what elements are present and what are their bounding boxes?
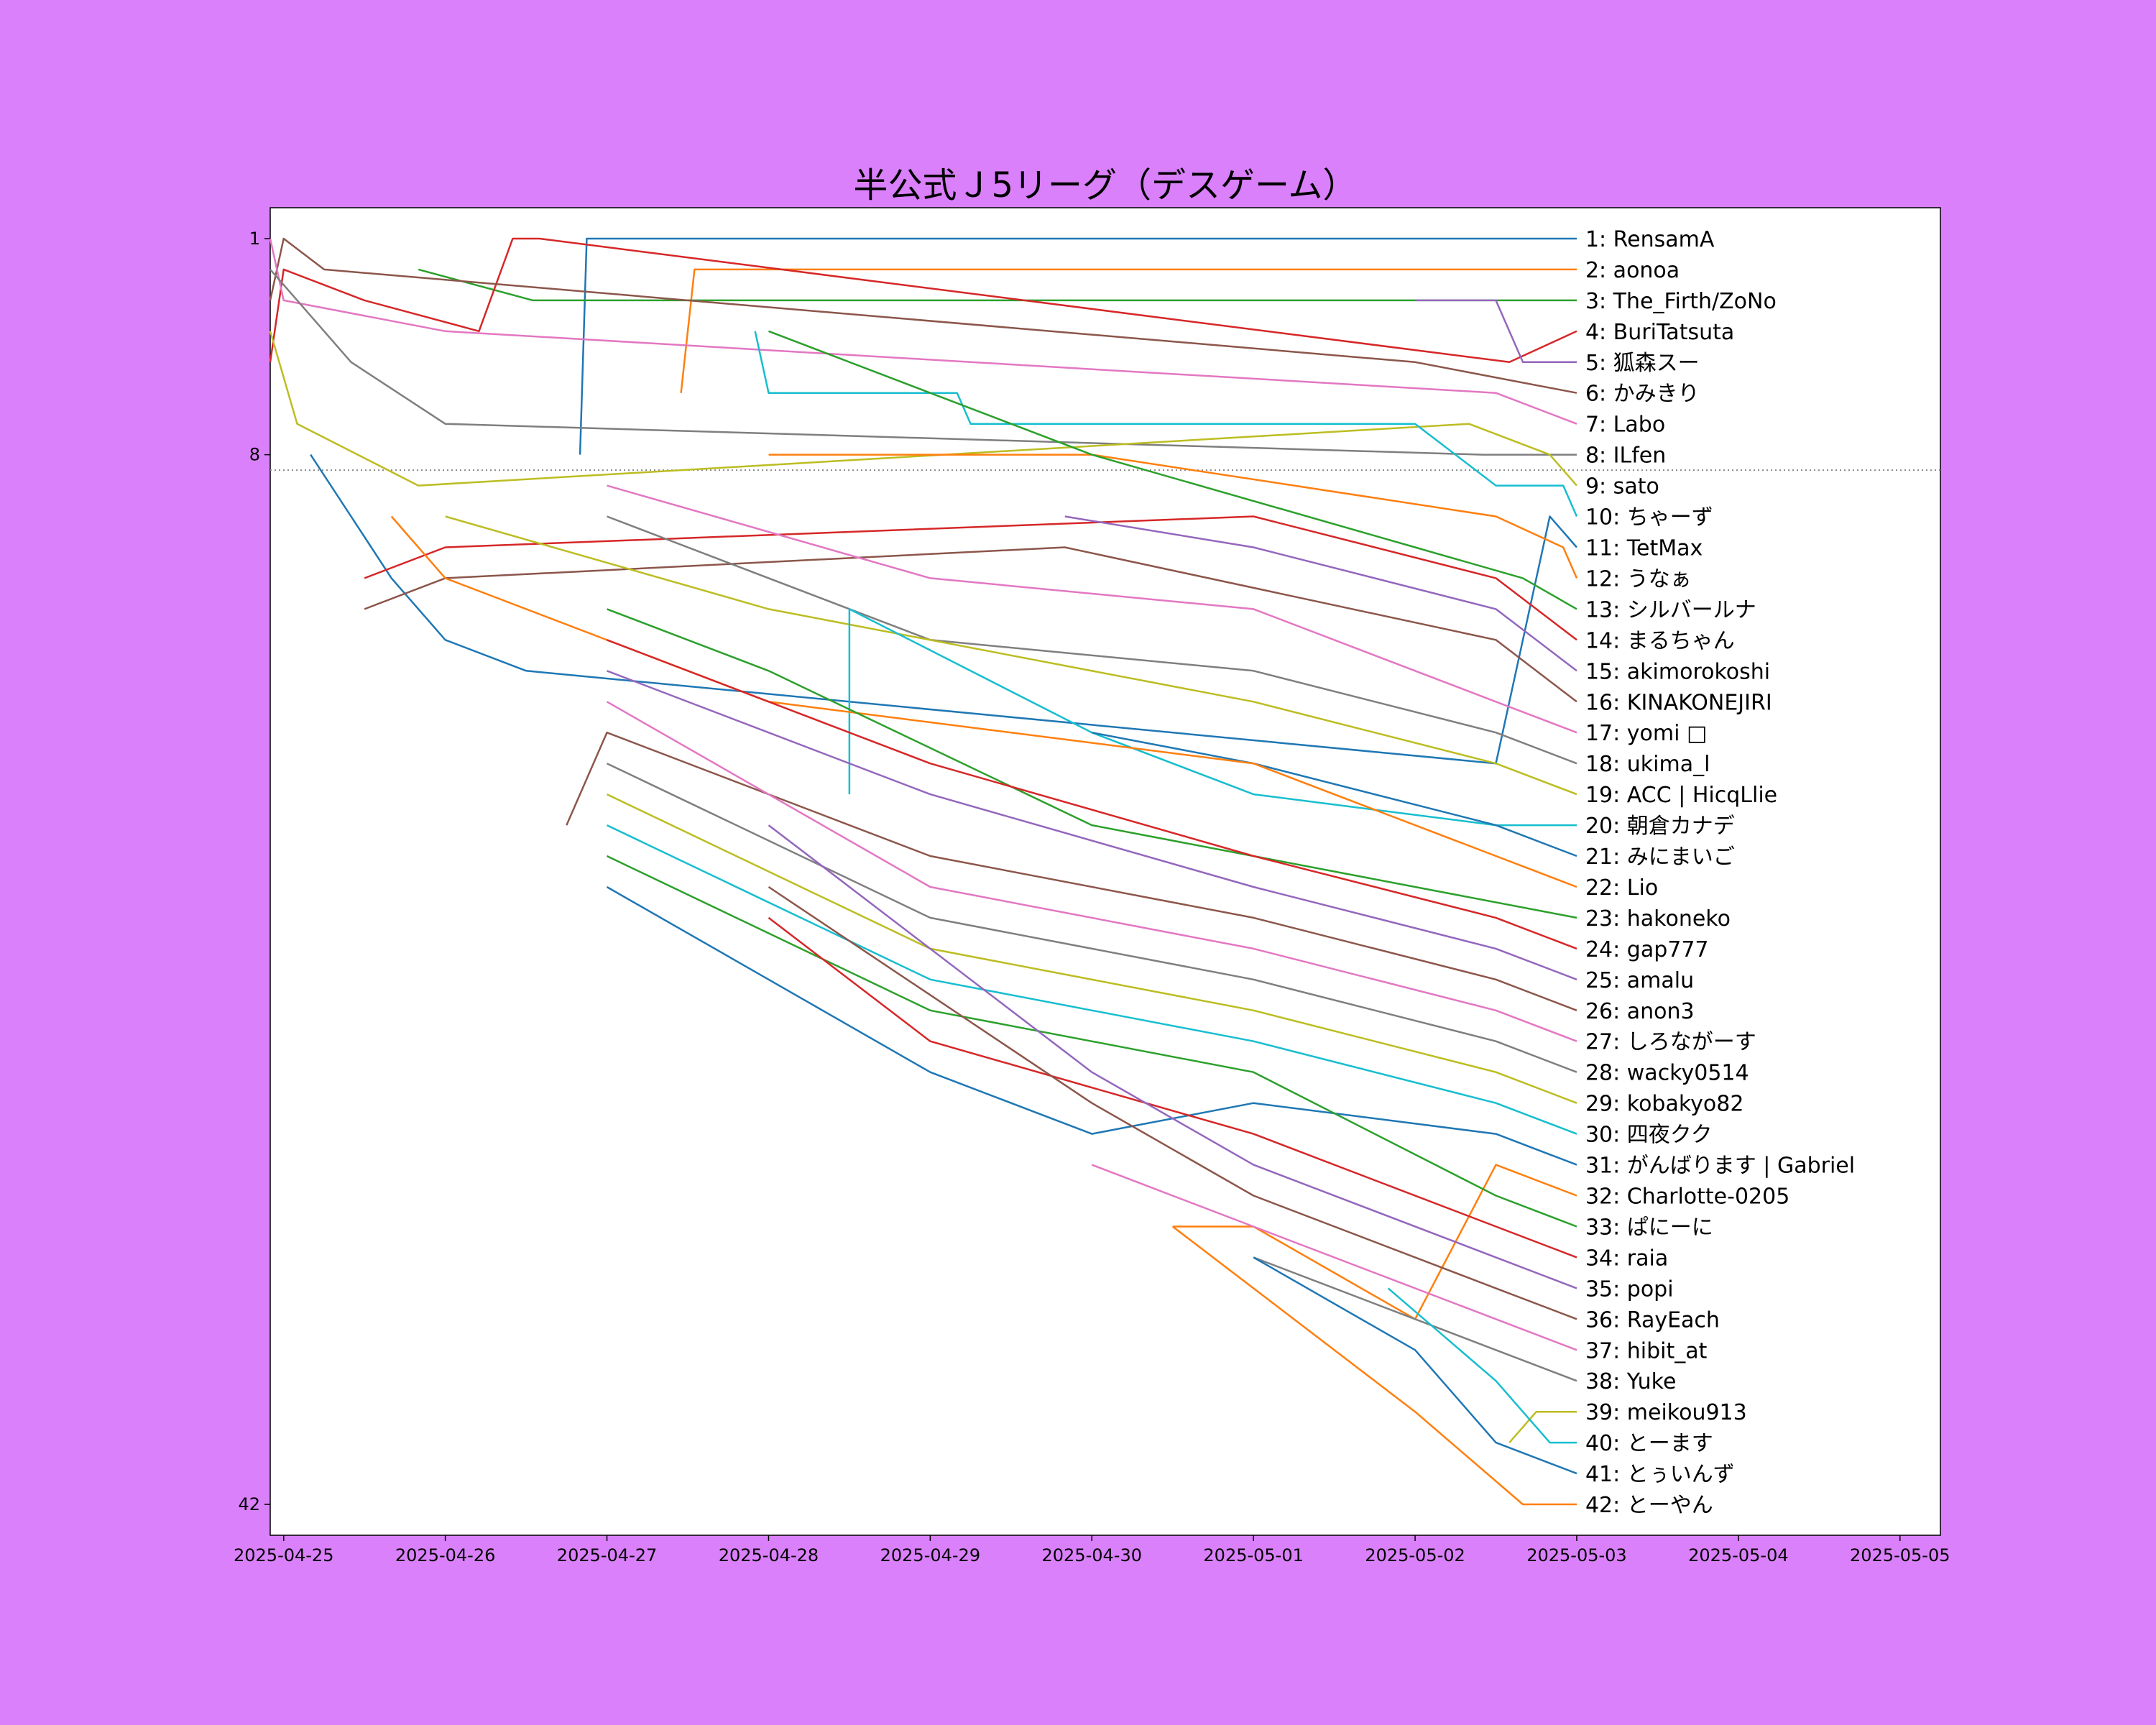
- series-labels: 1: RensamA 2: aonoa 3: The_Firth/ZoNo 4: Bu…: [1585, 227, 1855, 1518]
- x-tick-label: 2025-04-27: [557, 1545, 657, 1565]
- series-line-rank-13: [768, 330, 1577, 610]
- series-label-rank-3: 3: The_Firth/ZoNo: [1585, 289, 1777, 314]
- series-line-rank-41: [1253, 1256, 1577, 1475]
- series-label-rank-19: 19: ACC | HicqLlie: [1585, 783, 1777, 808]
- series-line-rank-36: [768, 886, 1577, 1320]
- series-label-rank-22: 22: Lio: [1585, 875, 1658, 901]
- series-line-rank-38: [1253, 1256, 1577, 1382]
- chart-title: 半公式Ｊ5リーグ（デスゲーム）: [853, 165, 1357, 206]
- series-label-rank-40: 40: とーます: [1585, 1431, 1713, 1456]
- series-label-rank-32: 32: Charlotte-0205: [1585, 1184, 1789, 1210]
- series-line-rank-25: [607, 670, 1577, 980]
- series-label-rank-29: 29: kobakyo82: [1585, 1092, 1744, 1117]
- x-tick-label: 2025-04-29: [880, 1545, 980, 1565]
- series-label-rank-39: 39: meikou913: [1585, 1400, 1747, 1425]
- series-line-rank-8: [270, 269, 1577, 456]
- series-label-rank-36: 36: RayEach: [1585, 1307, 1720, 1333]
- series-line-rank-18: [607, 515, 1577, 765]
- series-label-rank-33: 33: ぱにーに: [1585, 1215, 1713, 1240]
- series-line-rank-30: [606, 824, 1577, 1135]
- series-line-rank-10: [754, 331, 1578, 518]
- series-line-rank-35: [768, 824, 1577, 1289]
- series-line-rank-20: [848, 608, 1577, 827]
- series-label-rank-41: 41: とぅいんず: [1585, 1462, 1735, 1487]
- series-label-rank-18: 18: ukima_l: [1585, 752, 1710, 777]
- x-tick-label: 2025-05-03: [1526, 1545, 1626, 1565]
- series-label-rank-13: 13: シルバールナ: [1585, 597, 1756, 622]
- series-line-rank-19: [445, 515, 1577, 796]
- series-label-rank-26: 26: anon3: [1585, 999, 1695, 1024]
- x-tick-label: 2025-05-04: [1688, 1545, 1788, 1565]
- series-line-rank-2: [680, 268, 1577, 393]
- series-line-rank-27: [606, 701, 1577, 1042]
- series-line-rank-37: [1091, 1164, 1577, 1351]
- series-line-rank-40: [1387, 1287, 1577, 1444]
- series-label-rank-17: 17: yomi □: [1585, 721, 1707, 746]
- series-line-rank-11: [310, 454, 1577, 765]
- series-line-rank-23: [607, 608, 1577, 919]
- series-label-rank-38: 38: Yuke: [1585, 1369, 1676, 1394]
- series-label-rank-42: 42: とーやん: [1585, 1493, 1713, 1518]
- series-line-rank-26: [566, 731, 1577, 1011]
- series-label-rank-14: 14: まるちゃん: [1585, 628, 1735, 653]
- y-tick-label: 1: [249, 229, 260, 249]
- series-label-rank-35: 35: popi: [1585, 1276, 1674, 1302]
- x-tick-label: 2025-05-02: [1365, 1545, 1465, 1565]
- series-label-rank-1: 1: RensamA: [1585, 227, 1715, 252]
- y-tick-label: 8: [249, 445, 260, 465]
- series-label-rank-27: 27: しろながーす: [1585, 1030, 1756, 1055]
- series-label-rank-7: 7: Labo: [1585, 413, 1665, 438]
- series-line-rank-6: [269, 237, 1577, 394]
- series-line-rank-22: [390, 515, 1577, 888]
- series-label-rank-10: 10: ちゃーず: [1585, 505, 1713, 530]
- series-label-rank-11: 11: TetMax: [1585, 535, 1703, 561]
- x-tick-label: 2025-04-26: [395, 1545, 495, 1565]
- series-label-rank-20: 20: 朝倉カナデ: [1585, 814, 1735, 839]
- series-line-rank-39: [1508, 1410, 1577, 1443]
- series-line-rank-24: [607, 639, 1577, 950]
- series-label-rank-16: 16: KINAKONEJIRI: [1585, 690, 1772, 715]
- series-line-rank-31: [606, 886, 1577, 1166]
- series-label-rank-9: 9: sato: [1585, 474, 1659, 500]
- series-label-rank-24: 24: gap777: [1585, 937, 1709, 962]
- series-lines: [269, 237, 1578, 1506]
- series-label-rank-6: 6: かみきり: [1585, 382, 1700, 407]
- series-label-rank-37: 37: hibit_at: [1585, 1338, 1708, 1363]
- series-line-rank-15: [1064, 515, 1577, 672]
- series-line-rank-12: [768, 454, 1578, 579]
- series-line-rank-34: [768, 916, 1577, 1259]
- series-label-rank-8: 8: ILfen: [1585, 443, 1666, 469]
- series-line-rank-1: [579, 237, 1577, 455]
- series-label-rank-25: 25: amalu: [1585, 968, 1694, 993]
- x-tick-label: 2025-04-25: [234, 1545, 333, 1565]
- series-label-rank-23: 23: hakoneko: [1585, 906, 1731, 932]
- series-label-rank-2: 2: aonoa: [1585, 258, 1680, 283]
- x-tick-label: 2025-05-05: [1850, 1545, 1950, 1565]
- series-label-rank-28: 28: wacky0514: [1585, 1061, 1749, 1086]
- series-line-rank-16: [364, 546, 1577, 703]
- series-line-rank-29: [606, 793, 1577, 1104]
- series-line-rank-14: [364, 515, 1577, 641]
- series-label-rank-12: 12: うなぁ: [1585, 566, 1692, 592]
- series-label-rank-15: 15: akimorokoshi: [1585, 659, 1770, 684]
- series-label-rank-30: 30: 四夜クク: [1585, 1123, 1713, 1148]
- x-tick-label: 2025-04-30: [1042, 1545, 1142, 1565]
- series-label-rank-21: 21: みにまいご: [1585, 845, 1735, 870]
- series-label-rank-34: 34: raia: [1585, 1246, 1668, 1271]
- series-line-rank-5: [1415, 299, 1577, 364]
- x-axis-ticks: 2025-04-25 2025-04-26 2025-04-27 2025-04-28…: [234, 1535, 1950, 1565]
- y-tick-label: 42: [238, 1494, 260, 1514]
- series-label-rank-31: 31: がんばります | Gabriel: [1585, 1154, 1855, 1179]
- series-label-rank-5: 5: 狐森スー: [1585, 351, 1700, 376]
- series-line-rank-17: [607, 484, 1577, 734]
- series-label-rank-4: 4: BuriTatsuta: [1585, 320, 1734, 345]
- series-line-rank-42: [1171, 1225, 1577, 1506]
- plot-area: [270, 207, 1941, 1536]
- x-tick-label: 2025-05-01: [1203, 1545, 1303, 1565]
- series-line-rank-21: [1092, 731, 1577, 857]
- x-tick-label: 2025-04-28: [719, 1545, 819, 1565]
